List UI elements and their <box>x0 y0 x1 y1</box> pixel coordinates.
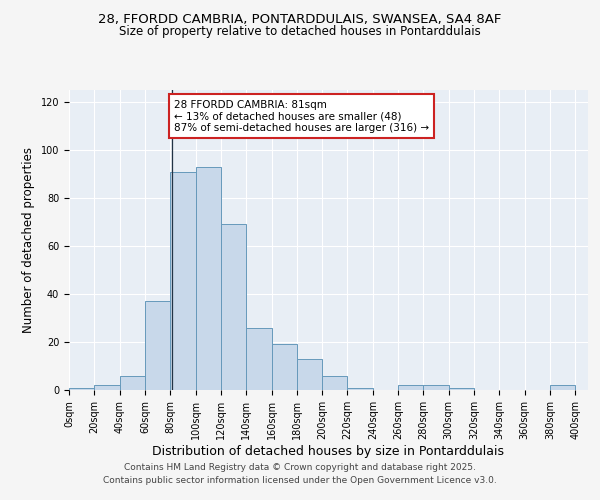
Text: Contains public sector information licensed under the Open Government Licence v3: Contains public sector information licen… <box>103 476 497 485</box>
Bar <box>221 224 246 390</box>
Bar <box>297 359 322 390</box>
Text: Size of property relative to detached houses in Pontarddulais: Size of property relative to detached ho… <box>119 25 481 38</box>
Bar <box>550 385 575 390</box>
X-axis label: Distribution of detached houses by size in Pontarddulais: Distribution of detached houses by size … <box>152 444 505 458</box>
Bar <box>449 388 474 390</box>
Bar <box>119 376 145 390</box>
Bar <box>246 328 272 390</box>
Text: 28, FFORDD CAMBRIA, PONTARDDULAIS, SWANSEA, SA4 8AF: 28, FFORDD CAMBRIA, PONTARDDULAIS, SWANS… <box>98 12 502 26</box>
Bar <box>69 388 94 390</box>
Bar <box>170 172 196 390</box>
Bar <box>145 301 170 390</box>
Bar <box>424 385 449 390</box>
Bar <box>347 388 373 390</box>
Bar <box>196 167 221 390</box>
Bar <box>272 344 297 390</box>
Text: 28 FFORDD CAMBRIA: 81sqm
← 13% of detached houses are smaller (48)
87% of semi-d: 28 FFORDD CAMBRIA: 81sqm ← 13% of detach… <box>174 100 429 133</box>
Bar <box>94 385 119 390</box>
Bar <box>398 385 424 390</box>
Y-axis label: Number of detached properties: Number of detached properties <box>22 147 35 333</box>
Bar <box>322 376 347 390</box>
Text: Contains HM Land Registry data © Crown copyright and database right 2025.: Contains HM Land Registry data © Crown c… <box>124 464 476 472</box>
